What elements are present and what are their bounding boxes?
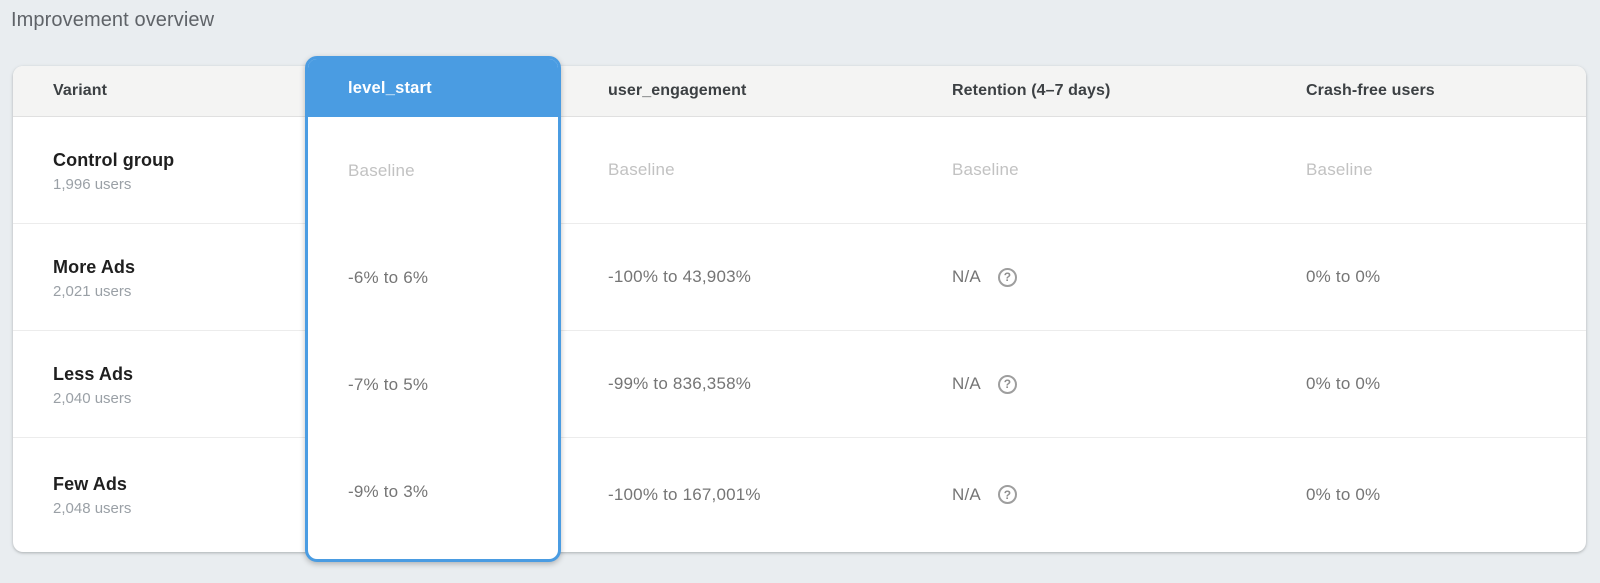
- help-icon[interactable]: ?: [997, 485, 1017, 504]
- variant-name: Few Ads: [53, 474, 128, 494]
- retention-cell: N/A ?: [902, 331, 1244, 437]
- user-engagement-cell: -100% to 167,001%: [608, 484, 761, 504]
- variant-user-count: 2,048 users: [53, 500, 132, 517]
- column-header-variant: Variant: [53, 82, 108, 99]
- column-header-retention[interactable]: Retention (4–7 days): [952, 82, 1111, 99]
- table-row: Less Ads 2,040 users -99% to 836,358% N/…: [13, 331, 1586, 438]
- column-header-user-engagement[interactable]: user_engagement: [608, 82, 747, 99]
- improvement-overview-table: Variant user_engagement Retention (4–7 d…: [13, 66, 1586, 552]
- retention-cell: N/A ?: [902, 224, 1244, 330]
- retention-cell: N/A ?: [902, 438, 1244, 551]
- variant-cell: Control group 1,996 users: [13, 117, 305, 223]
- user-engagement-cell: -100% to 43,903%: [608, 267, 752, 286]
- variant-name: More Ads: [53, 256, 136, 277]
- selected-metric-header[interactable]: level_start: [308, 59, 558, 117]
- variant-cell: Less Ads 2,040 users: [13, 331, 305, 437]
- variant-cell: Few Ads 2,048 users: [13, 438, 305, 551]
- table-row: More Ads 2,021 users -100% to 43,903% N/…: [13, 224, 1586, 331]
- column-header-crash-free[interactable]: Crash-free users: [1306, 82, 1435, 99]
- variant-user-count: 2,021 users: [53, 282, 132, 300]
- level-start-cell: -7% to 5%: [348, 374, 429, 394]
- help-icon[interactable]: ?: [997, 374, 1017, 394]
- variant-cell: More Ads 2,021 users: [13, 224, 305, 330]
- variant-name: Control group: [53, 149, 175, 170]
- variant-user-count: 1,996 users: [53, 175, 132, 193]
- page-title: Improvement overview: [11, 9, 215, 31]
- variant-name: Less Ads: [53, 363, 134, 384]
- level-start-cell: Baseline: [348, 160, 415, 180]
- table-row: Control group 1,996 users Baseline Basel…: [13, 117, 1586, 224]
- level-start-cell: -6% to 6%: [348, 267, 429, 287]
- user-engagement-cell: -99% to 836,358%: [608, 374, 752, 393]
- level-start-cell: -9% to 3%: [348, 481, 429, 501]
- variant-user-count: 2,040 users: [53, 389, 132, 407]
- help-icon[interactable]: ?: [997, 267, 1017, 287]
- table-row: Few Ads 2,048 users -100% to 167,001% N/…: [13, 438, 1586, 551]
- selected-metric-column[interactable]: level_start Baseline -6% to 6% -7% to 5%…: [305, 56, 561, 562]
- crash-free-cell: 0% to 0%: [1306, 484, 1381, 504]
- crash-free-cell: Baseline: [1306, 160, 1373, 179]
- crash-free-cell: 0% to 0%: [1306, 374, 1381, 393]
- retention-cell: Baseline: [952, 160, 1019, 179]
- table-header-row: Variant user_engagement Retention (4–7 d…: [13, 66, 1586, 117]
- user-engagement-cell: Baseline: [608, 160, 675, 179]
- crash-free-cell: 0% to 0%: [1306, 267, 1381, 286]
